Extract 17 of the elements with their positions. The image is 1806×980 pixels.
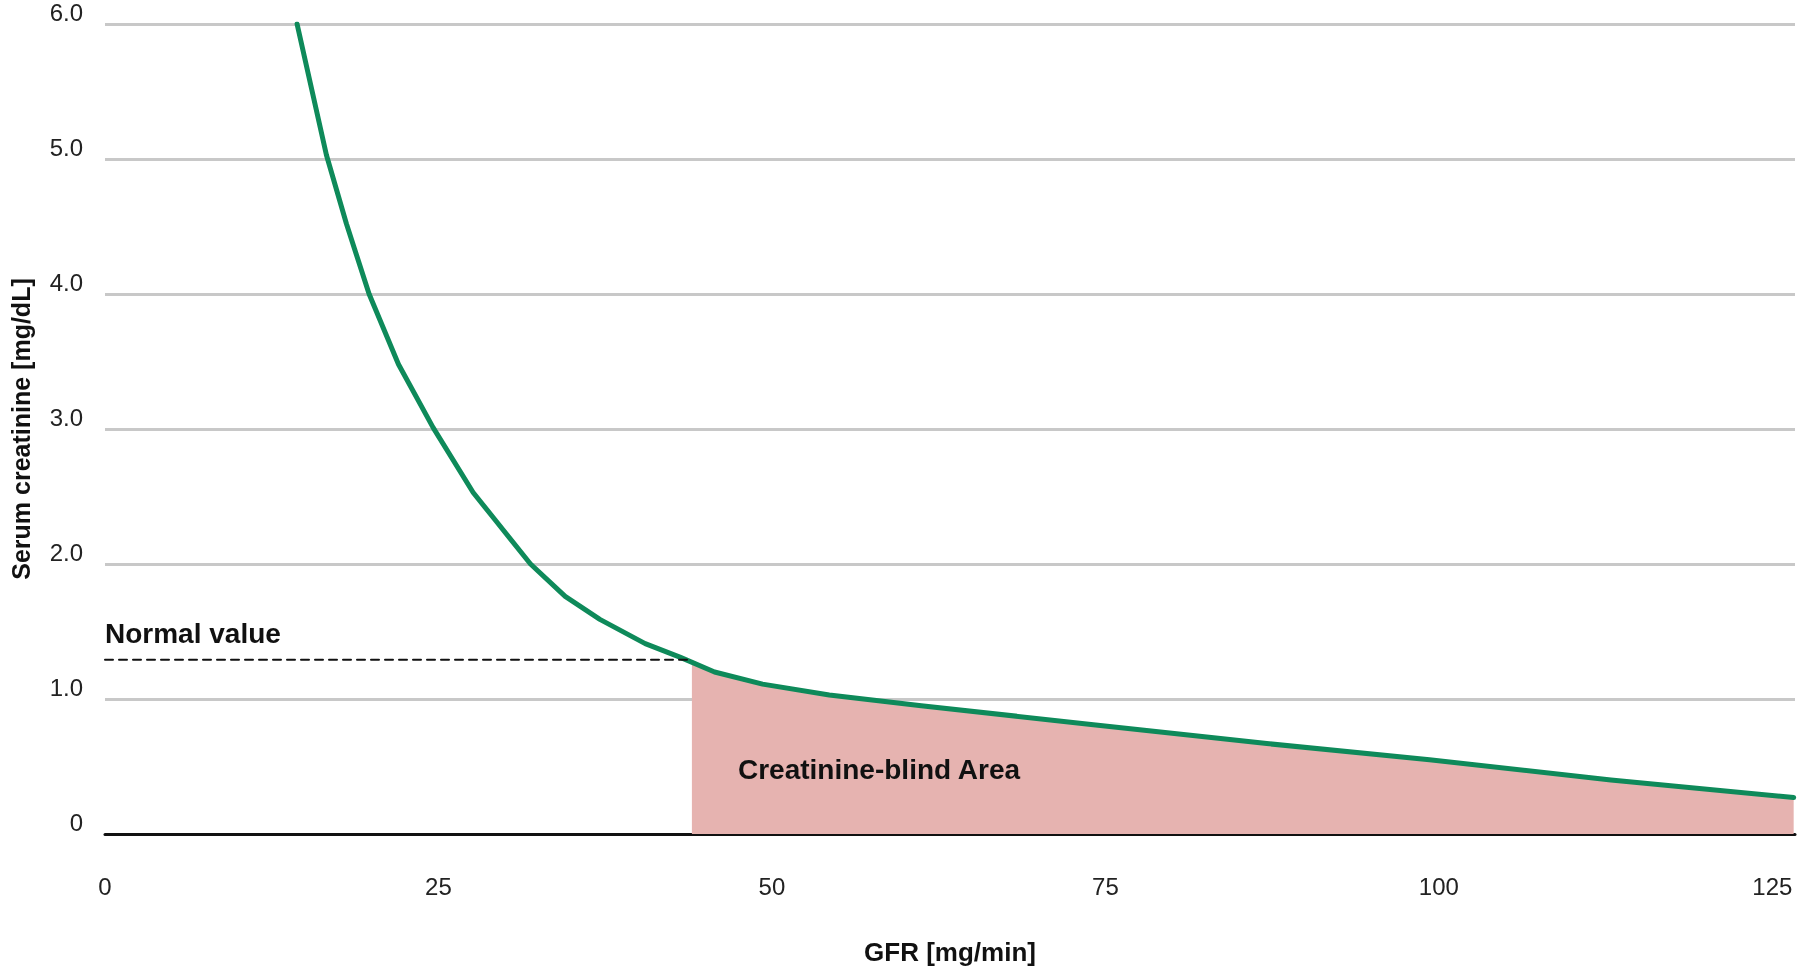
x-tick-label: 0 [98, 872, 112, 900]
y-tick-label: 1.0 [49, 673, 83, 701]
x-axis-title: GFR [mg/min] [864, 937, 1036, 967]
y-tick-label: 5.0 [49, 133, 83, 161]
y-axis-title: Serum creatinine [mg/dL] [6, 278, 35, 580]
y-tick-label: 6.0 [49, 0, 83, 26]
y-tick-label: 2.0 [49, 538, 83, 566]
annotation: Creatinine-blind Area [738, 753, 1021, 785]
x-tick-label: 50 [758, 872, 786, 900]
x-tick-label: 100 [1418, 872, 1459, 900]
annotation: Normal value [105, 618, 281, 650]
y-tick-label: 4.0 [49, 268, 83, 296]
y-tick-label: 0 [69, 808, 83, 836]
x-tick-label: 75 [1092, 872, 1119, 900]
x-tick-label: 25 [425, 872, 452, 900]
x-tick-label: 125 [1752, 872, 1793, 900]
y-tick-label: 3.0 [49, 403, 83, 431]
